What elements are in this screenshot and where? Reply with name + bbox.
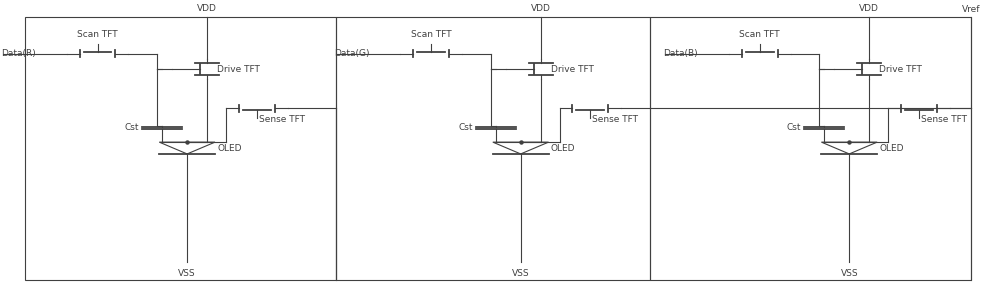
Text: Cst: Cst — [458, 123, 473, 132]
Text: Sense TFT: Sense TFT — [259, 114, 305, 124]
Text: Scan TFT: Scan TFT — [77, 30, 118, 39]
Text: VDD: VDD — [859, 4, 879, 13]
Text: Data(B): Data(B) — [663, 49, 698, 58]
Text: Sense TFT: Sense TFT — [592, 114, 638, 124]
Text: VSS: VSS — [512, 269, 530, 277]
Text: Scan TFT: Scan TFT — [739, 30, 780, 39]
Text: Drive TFT: Drive TFT — [217, 64, 260, 74]
Text: VSS: VSS — [840, 269, 858, 277]
Text: OLED: OLED — [551, 143, 575, 153]
Bar — [650, 17, 971, 280]
Text: VSS: VSS — [178, 269, 196, 277]
Text: Drive TFT: Drive TFT — [551, 64, 593, 74]
Text: OLED: OLED — [879, 143, 904, 153]
Text: Data(G): Data(G) — [334, 49, 370, 58]
Text: Vref: Vref — [961, 5, 980, 14]
Text: Cst: Cst — [787, 123, 801, 132]
Text: OLED: OLED — [217, 143, 242, 153]
Bar — [25, 17, 336, 280]
Bar — [336, 17, 650, 280]
Text: Scan TFT: Scan TFT — [411, 30, 451, 39]
Text: Sense TFT: Sense TFT — [921, 114, 967, 124]
Text: VDD: VDD — [197, 4, 217, 13]
Text: VDD: VDD — [531, 4, 551, 13]
Text: Data(R): Data(R) — [1, 49, 36, 58]
Text: Drive TFT: Drive TFT — [879, 64, 922, 74]
Text: Cst: Cst — [125, 123, 139, 132]
